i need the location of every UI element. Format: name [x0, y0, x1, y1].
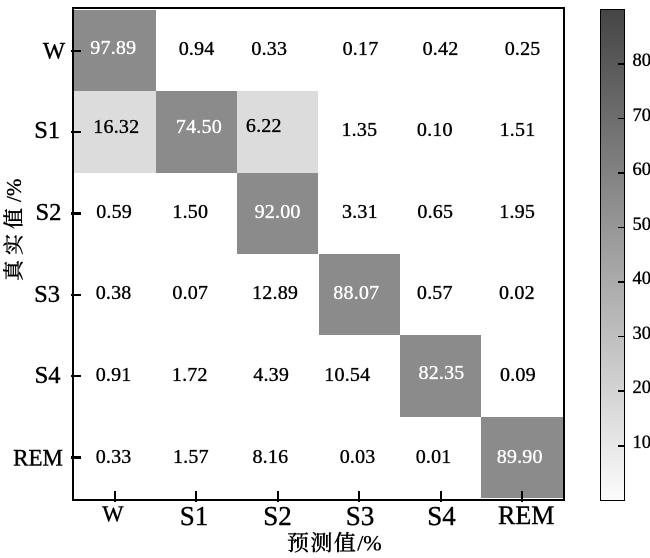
svg-text:/%: /%: [2, 179, 26, 202]
svg-text:/%: /%: [357, 530, 381, 555]
